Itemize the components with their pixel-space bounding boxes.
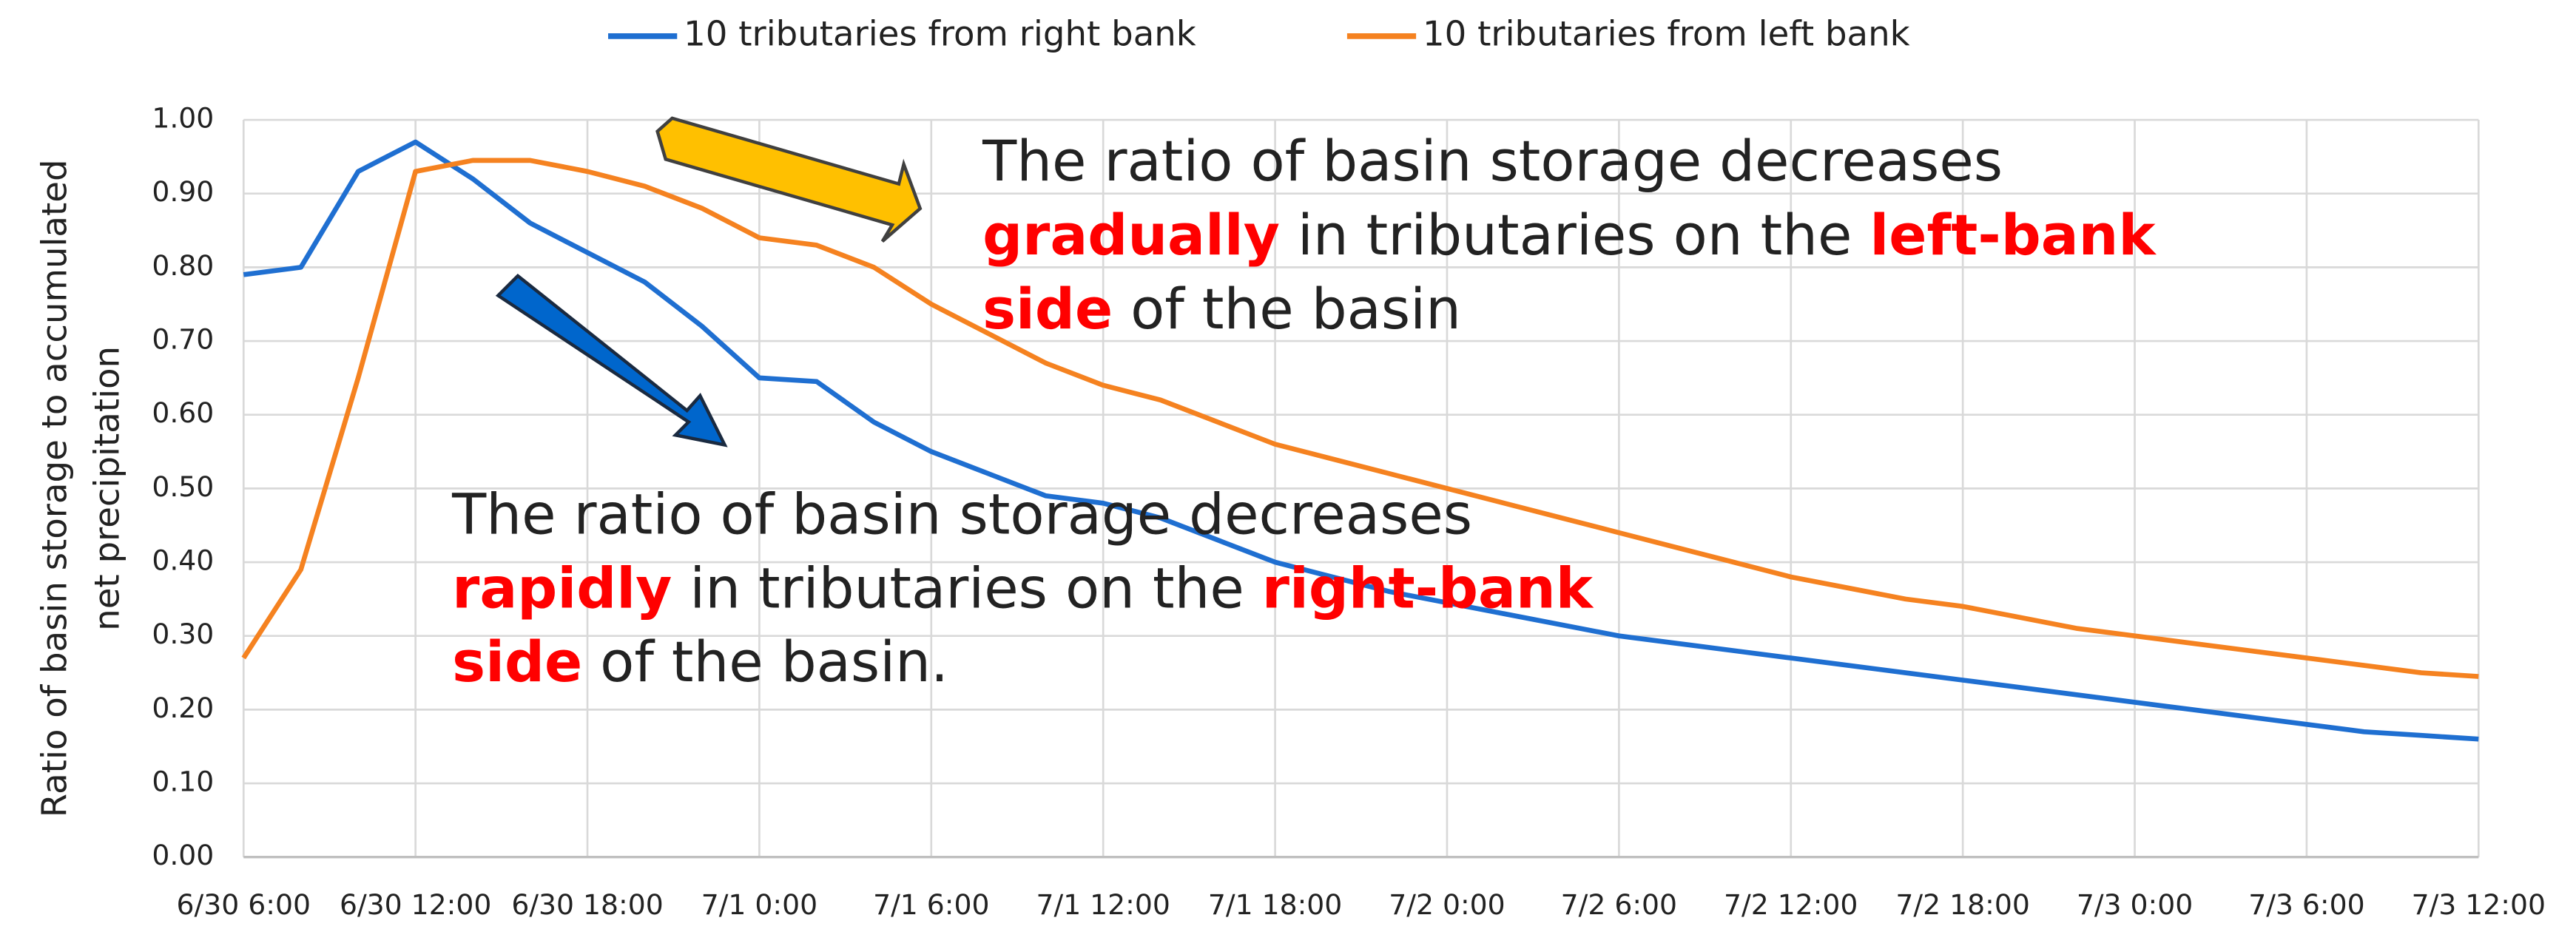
x-tick-label: 6/30 18:00 [511,888,663,921]
annotation-run: of the basin [1113,277,1461,342]
annotation: The ratio of basin storage decreases [451,482,1472,547]
series-line [243,139,2479,742]
x-tick-label: 7/1 12:00 [1036,888,1170,921]
y-tick-label: 1.00 [152,102,214,135]
annotation-run: of the basin. [582,629,948,695]
annotation-run: in tributaries on the [672,555,1262,621]
x-tick-label: 7/3 12:00 [2412,888,2546,921]
x-tick-label: 6/30 12:00 [340,888,491,921]
annotation-run: The ratio of basin storage decreases [451,482,1472,547]
legend-label: 10 tributaries from right bank [684,13,1196,53]
annotation-run: left-bank [1869,203,2157,268]
annotation: The ratio of basin storage decreases [982,129,2003,194]
annotation: rapidly in tributaries on the right-bank [452,555,1594,621]
x-tick-label: 7/1 0:00 [701,888,817,921]
x-tick-label: 7/3 0:00 [2077,888,2193,921]
x-tick-label: 7/1 6:00 [873,888,989,921]
yellow-arrow [655,116,923,243]
legend-label: 10 tributaries from left bank [1423,13,1910,53]
y-tick-label: 0.30 [152,618,214,650]
y-tick-label: 0.90 [152,175,214,208]
annotation: gradually in tributaries on the left-ban… [982,203,2157,268]
x-tick-label: 7/2 0:00 [1389,888,1505,921]
y-tick-label: 0.20 [152,692,214,724]
y-tick-label: 0.80 [152,249,214,282]
x-tick-label: 7/3 6:00 [2248,888,2364,921]
x-tick-label: 7/2 6:00 [1561,888,1677,921]
y-tick-label: 0.40 [152,544,214,577]
y-tick-label: 0.00 [152,839,214,871]
y-axis-label: net precipitation [87,346,127,631]
x-tick-label: 7/1 18:00 [1208,888,1342,921]
annotation-run: side [982,277,1113,342]
y-tick-label: 0.50 [152,470,214,503]
y-tick-label: 0.60 [152,396,214,429]
annotation: side of the basin. [452,629,948,695]
annotation-run: The ratio of basin storage decreases [982,129,2003,194]
annotation-run: gradually [982,203,1280,268]
plot-area [242,118,2480,859]
series-line [241,158,2479,679]
annotation-run: in tributaries on the [1280,203,1870,268]
annotation-run: side [452,629,582,695]
y-tick-label: 0.10 [152,766,214,798]
blue-arrow [495,273,728,448]
x-tick-label: 7/2 18:00 [1895,888,2029,921]
y-tick-label: 0.70 [152,323,214,356]
annotation-run: right-bank [1262,555,1594,621]
x-tick-label: 6/30 6:00 [177,888,311,921]
y-axis-label: Ratio of basin storage to accumulated [35,159,75,817]
annotation-run: rapidly [452,555,672,621]
x-tick-label: 7/2 12:00 [1724,888,1858,921]
annotation: side of the basin [982,277,1461,342]
